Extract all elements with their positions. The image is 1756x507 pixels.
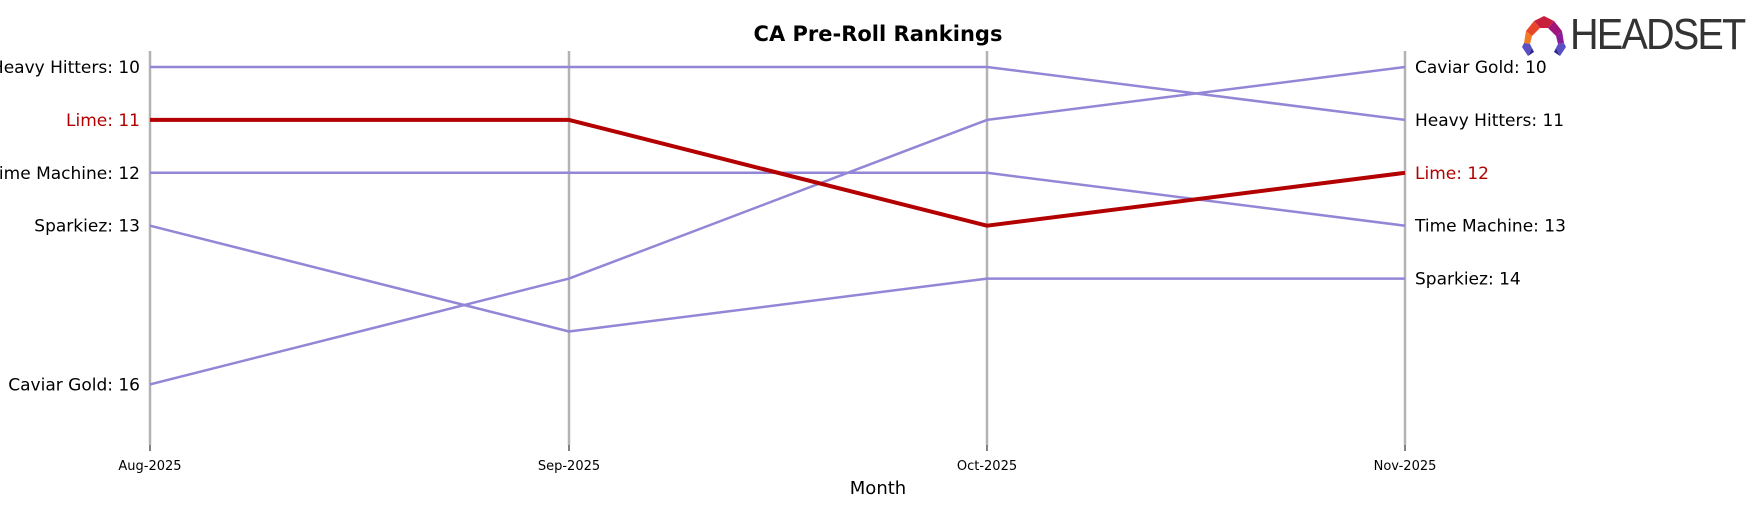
right-label: Heavy Hitters: 11 [1415, 111, 1564, 131]
x-tick-label: Aug-2025 [118, 459, 181, 474]
x-tick-label: Sep-2025 [538, 459, 600, 474]
left-label: Sparkiez: 13 [34, 217, 140, 237]
right-label: Time Machine: 13 [1414, 217, 1566, 237]
series-line-sparkiez [149, 224, 1405, 333]
series-line-heavy-hitters [150, 65, 1406, 122]
series-line-caviar-gold [149, 65, 1406, 386]
x-axis-label: Month [849, 478, 907, 499]
x-tick-label: Oct-2025 [957, 459, 1017, 474]
headset-logo: HEADSET [1520, 10, 1746, 60]
left-label: Lime: 11 [66, 111, 140, 131]
right-label: Sparkiez: 14 [1415, 270, 1521, 290]
series-line-lime [150, 117, 1406, 228]
left-label: Time Machine: 12 [0, 164, 140, 184]
headset-logo-icon [1522, 16, 1566, 56]
right-label: Lime: 12 [1415, 164, 1489, 184]
left-label: Caviar Gold: 16 [8, 375, 140, 395]
headset-logo-text: HEADSET [1570, 10, 1746, 59]
right-label: Caviar Gold: 10 [1415, 58, 1547, 78]
x-tick-label: Nov-2025 [1374, 459, 1437, 474]
left-label: Heavy Hitters: 10 [0, 58, 140, 78]
chart-title: CA Pre-Roll Rankings [753, 22, 1003, 46]
